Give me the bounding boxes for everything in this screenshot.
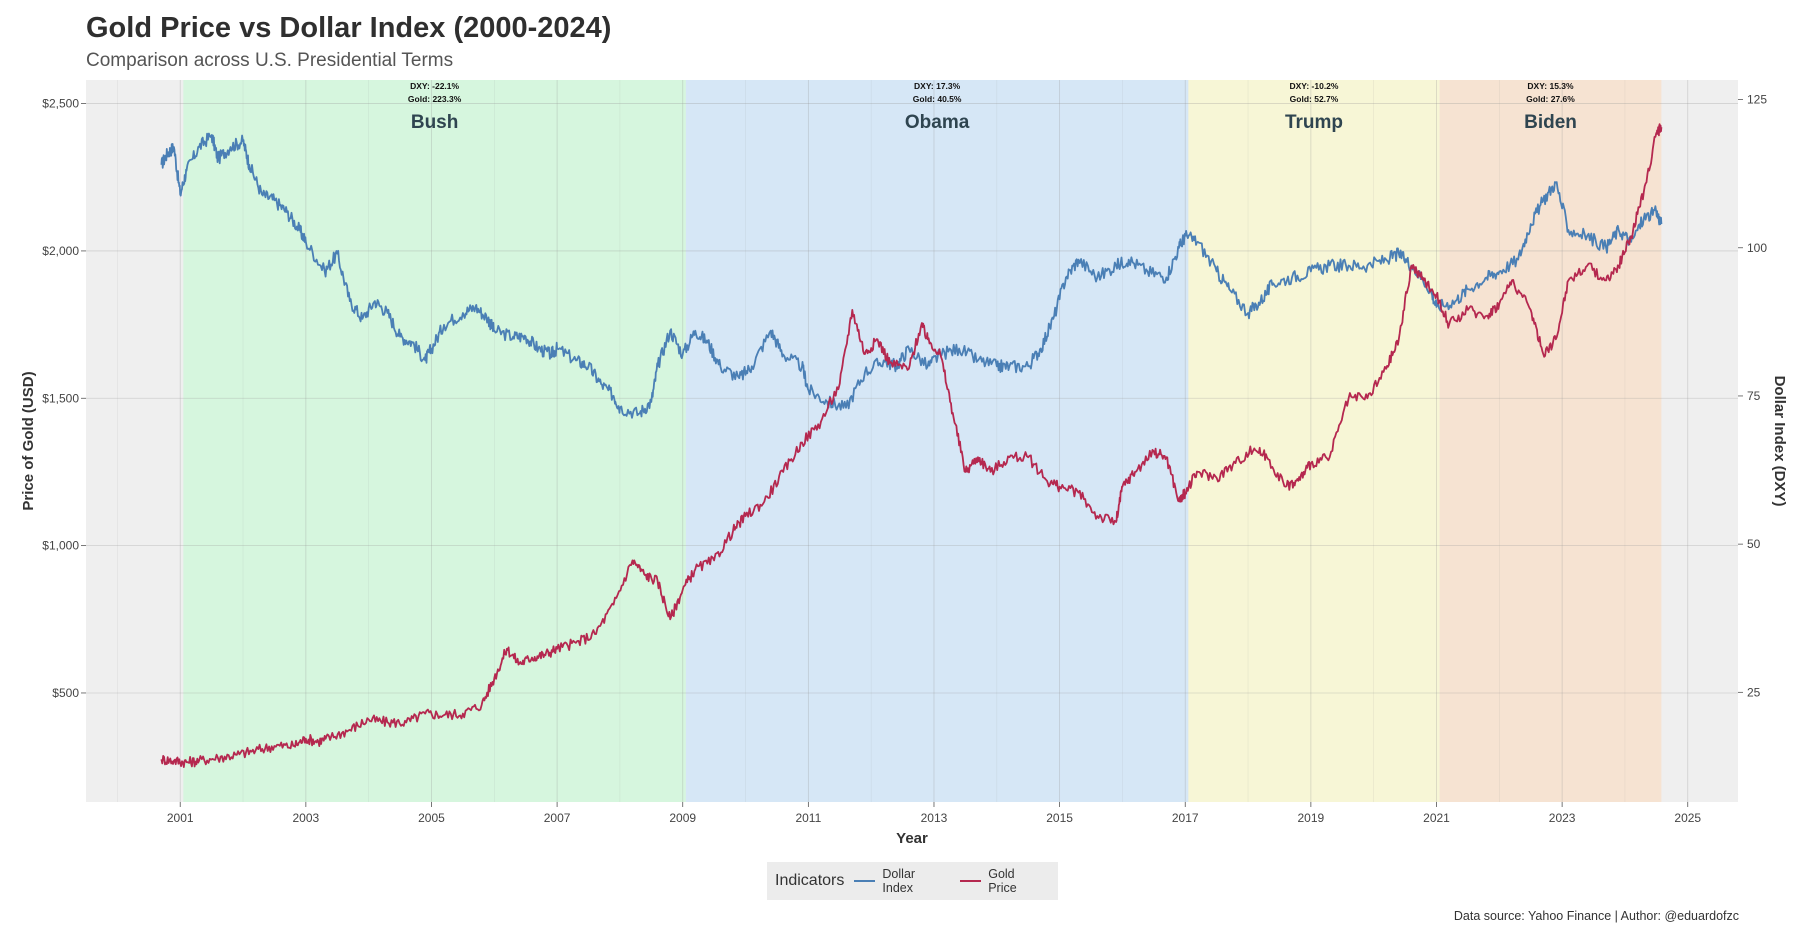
x-tick-label: 2021 [1423, 811, 1450, 825]
term-band-trump [1188, 80, 1440, 802]
term-dxy-label-biden: DXY: 15.3% [1527, 81, 1574, 91]
y2-axis-title: Dollar Index (DXY) [1771, 376, 1788, 507]
legend-item-dollar-index: Dollar Index [854, 867, 946, 895]
term-dxy-label-obama: DXY: 17.3% [914, 81, 961, 91]
series-line-dollar-index [160, 132, 1663, 419]
chart-title: Gold Price vs Dollar Index (2000-2024) [86, 12, 612, 44]
legend-swatch-dollar-index [854, 880, 876, 882]
term-gold-label-trump: Gold: 52.7% [1290, 94, 1339, 104]
caption: Data source: Yahoo Finance | Author: @ed… [1453, 909, 1739, 923]
y2-tick-label: 75 [1747, 389, 1761, 403]
x-tick-label: 2005 [418, 811, 445, 825]
x-tick-label: 2003 [292, 811, 319, 825]
y2-tick-label: 125 [1747, 93, 1767, 107]
legend-label-dollar-index: Dollar Index [882, 867, 916, 895]
term-gold-label-biden: Gold: 27.6% [1526, 94, 1575, 104]
x-tick-label: 2017 [1172, 811, 1199, 825]
x-tick-label: 2007 [544, 811, 571, 825]
term-band-bush [183, 80, 686, 802]
y-tick-label: $500 [52, 686, 79, 700]
y-axis-title: Price of Gold (USD) [20, 371, 37, 510]
y-tick-label: $2,500 [42, 97, 79, 111]
y2-tick-label: 50 [1747, 537, 1761, 551]
legend-swatch-gold-price [960, 880, 982, 882]
legend-title: Indicators [775, 872, 845, 889]
x-tick-label: 2009 [669, 811, 696, 825]
x-tick-label: 2001 [167, 811, 194, 825]
legend-label-gold-price: Gold Price [988, 867, 1017, 895]
term-dxy-label-bush: DXY: -22.1% [410, 81, 459, 91]
y-tick-label: $1,000 [42, 539, 79, 553]
x-tick-label: 2013 [921, 811, 948, 825]
y2-tick-label: 25 [1747, 685, 1761, 699]
x-tick-label: 2025 [1674, 811, 1701, 825]
x-axis-title: Year [896, 830, 928, 847]
term-dxy-label-trump: DXY: -10.2% [1290, 81, 1339, 91]
term-name-obama: Obama [905, 112, 970, 133]
y-tick-label: $1,500 [42, 391, 79, 405]
y2-tick-label: 100 [1747, 241, 1767, 255]
y-tick-label: $2,000 [42, 244, 79, 258]
term-band-obama [685, 80, 1189, 802]
term-name-biden: Biden [1524, 112, 1577, 133]
term-gold-label-bush: Gold: 223.3% [408, 94, 462, 104]
term-name-bush: Bush [411, 112, 459, 133]
series-line-gold-price [160, 123, 1663, 768]
legend-item-gold-price: Gold Price [960, 867, 1044, 895]
legend: Indicators Dollar Index Gold Price [767, 862, 1058, 900]
chart-subtitle: Comparison across U.S. Presidential Term… [86, 50, 454, 71]
x-tick-label: 2019 [1298, 811, 1325, 825]
x-tick-label: 2011 [795, 811, 821, 825]
term-gold-label-obama: Gold: 40.5% [913, 94, 962, 104]
x-tick-label: 2023 [1549, 811, 1576, 825]
term-band-biden [1439, 80, 1662, 802]
x-tick-label: 2015 [1046, 811, 1073, 825]
term-name-trump: Trump [1285, 112, 1343, 133]
